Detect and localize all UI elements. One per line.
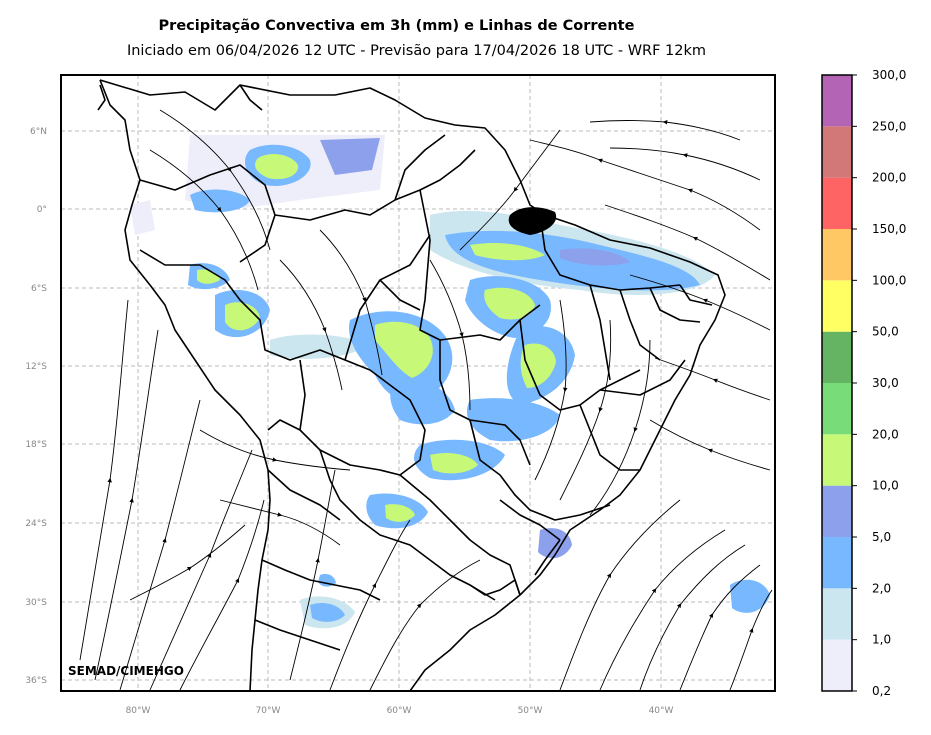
latitude-tick-label: 6°N <box>30 127 47 137</box>
marajo-island <box>508 207 557 235</box>
colorbar-segment <box>822 331 852 383</box>
colorbar-level-label: 0,2 <box>872 684 891 698</box>
colorbar-segment <box>822 229 852 281</box>
latitude-tick-label: 30°S <box>25 598 47 608</box>
longitude-labels: 80°W 70°W 60°W 50°W 40°W <box>126 706 674 716</box>
colorbar-segment <box>822 434 852 486</box>
latitude-tick-label: 12°S <box>25 362 47 372</box>
colorbar-level-label: 30,0 <box>872 376 899 390</box>
colorbar-level-label: 250,0 <box>872 119 906 133</box>
colorbar-level-label: 2,0 <box>872 581 891 595</box>
longitude-tick-label: 70°W <box>256 706 281 716</box>
colorbar-level-label: 1,0 <box>872 633 891 647</box>
colorbar-segment <box>822 537 852 589</box>
colorbar-segment <box>822 280 852 332</box>
colorbar-segment <box>822 75 852 127</box>
streamlines <box>79 109 773 691</box>
latitude-tick-label: 24°S <box>25 519 47 529</box>
coastlines-borders <box>97 79 726 691</box>
colorbar-segment <box>822 383 852 435</box>
longitude-tick-label: 60°W <box>387 706 412 716</box>
colorbar-segment <box>822 639 852 691</box>
colorbar-level-label: 50,0 <box>872 325 899 339</box>
map-frame <box>60 74 776 692</box>
colorbar-segment <box>822 126 852 178</box>
colorbar-segment <box>822 588 852 640</box>
longitude-tick-label: 50°W <box>518 706 543 716</box>
colorbar-level-label: 200,0 <box>872 171 906 185</box>
latitude-tick-label: 18°S <box>25 440 47 450</box>
colorbar-level-label: 300,0 <box>872 68 906 82</box>
colorbar-level-label: 5,0 <box>872 530 891 544</box>
colorbar-level-label: 10,0 <box>872 479 899 493</box>
latitude-labels: 6°N 0° 6°S 12°S 18°S 24°S 30°S 36°S <box>25 127 47 686</box>
latitude-tick-label: 6°S <box>31 284 47 294</box>
colorbar-level-label: 20,0 <box>872 427 899 441</box>
colorbar: 0,2 1,0 2,0 5,0 10,0 20,0 30,0 50,0 100,0 150,0 20… <box>821 68 906 698</box>
latitude-tick-label: 36°S <box>25 676 47 686</box>
latitude-tick-label: 0° <box>37 205 47 215</box>
colorbar-level-label: 150,0 <box>872 222 906 236</box>
credit-label: SEMAD/CIMEHGO <box>68 664 184 678</box>
map-title: Precipitação Convectiva em 3h (mm) e Lin… <box>158 18 635 34</box>
colorbar-segment <box>822 177 852 229</box>
colorbar-level-label: 100,0 <box>872 273 906 287</box>
longitude-tick-label: 80°W <box>126 706 151 716</box>
map-subtitle: Iniciado em 06/04/2026 12 UTC - Previsão… <box>126 43 707 59</box>
colorbar-segment <box>822 485 852 537</box>
precipitation-field <box>130 135 770 629</box>
longitude-tick-label: 40°W <box>649 706 674 716</box>
